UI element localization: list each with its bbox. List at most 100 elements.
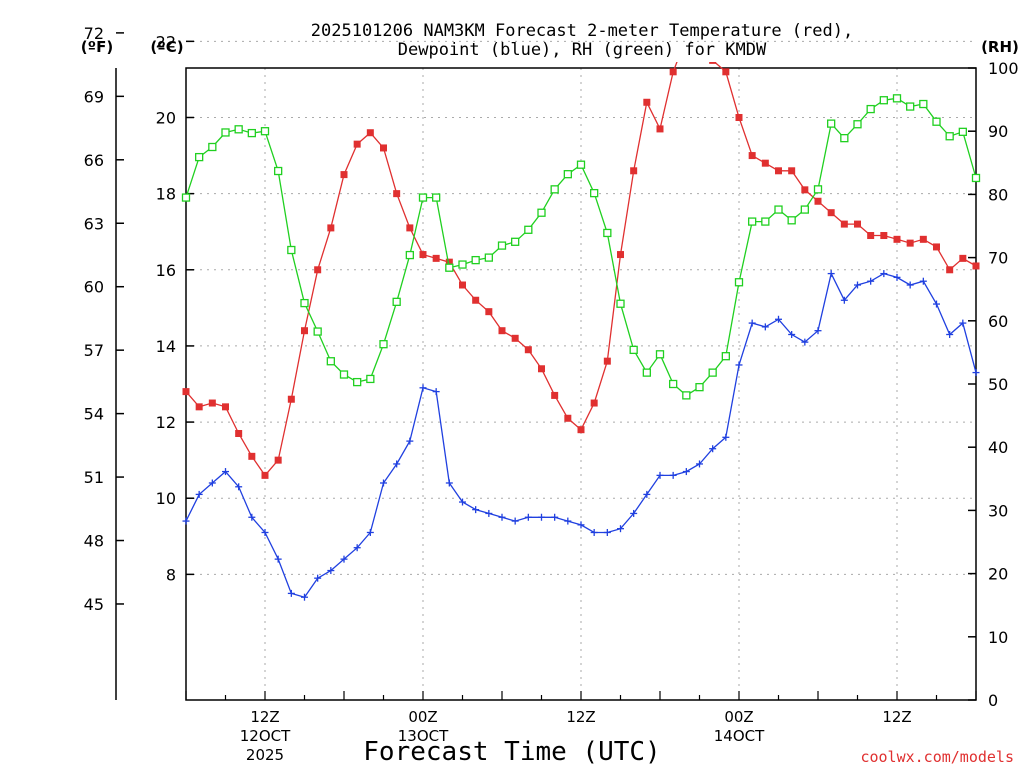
fahrenheit-tick-label: 63	[84, 214, 104, 233]
data-point	[248, 452, 256, 460]
series-layer	[181, 62, 981, 601]
data-point	[893, 235, 901, 243]
data-point	[379, 340, 388, 349]
data-point	[787, 216, 796, 225]
data-point	[498, 327, 506, 335]
data-point	[195, 152, 204, 162]
data-point	[287, 395, 295, 403]
data-point	[761, 159, 769, 167]
data-point	[301, 327, 308, 335]
data-point	[327, 224, 335, 232]
data-point	[959, 254, 967, 262]
data-point	[353, 140, 361, 148]
data-point	[366, 129, 374, 137]
chart-title-line2: Dewpoint (blue), RH (green) for KMDW	[398, 40, 767, 60]
data-point	[235, 429, 243, 437]
data-point	[380, 479, 387, 487]
data-point	[327, 567, 335, 575]
data-point	[432, 254, 440, 262]
data-point	[366, 374, 375, 384]
celsius-tick-label: 18	[156, 185, 176, 204]
data-point	[972, 262, 980, 270]
data-point	[959, 319, 967, 327]
data-point	[630, 509, 638, 517]
data-point	[669, 379, 678, 389]
data-point	[590, 188, 599, 198]
data-point	[748, 319, 756, 327]
series-line	[185, 97, 977, 397]
data-point	[485, 509, 493, 517]
data-point	[339, 370, 349, 379]
data-point	[906, 239, 914, 247]
data-point	[524, 513, 532, 521]
fahrenheit-tick-label: 48	[84, 532, 104, 551]
celsius-tick-label: 20	[156, 108, 176, 127]
data-point	[419, 384, 427, 392]
data-point	[564, 517, 572, 525]
data-point	[340, 171, 348, 179]
data-point	[221, 128, 230, 137]
time-tick-date: 13OCT	[398, 727, 449, 745]
data-point	[551, 391, 559, 399]
data-point	[208, 142, 217, 152]
data-point	[182, 388, 190, 396]
data-point	[655, 350, 665, 359]
grid-lines	[186, 40, 976, 700]
rh-axis: 0 10 20 30 40 50 60 70 80 90 100	[968, 59, 1019, 710]
data-point	[656, 471, 664, 479]
data-point	[866, 104, 875, 114]
data-point	[247, 128, 256, 138]
data-point	[656, 125, 664, 133]
data-point	[748, 152, 756, 160]
data-point	[788, 167, 796, 175]
time-tick-label: 12Z	[566, 708, 595, 726]
data-point	[682, 391, 691, 400]
data-point	[538, 365, 545, 373]
rh-unit-label: (RH)	[981, 38, 1019, 56]
data-point	[669, 68, 677, 76]
data-point	[432, 388, 440, 396]
data-point	[590, 399, 598, 407]
fahrenheit-tick-label: 60	[84, 278, 104, 297]
data-point	[458, 260, 467, 269]
data-point	[748, 217, 757, 226]
data-point	[616, 299, 625, 308]
data-point	[353, 544, 361, 552]
data-point	[630, 167, 638, 175]
data-point	[709, 62, 717, 64]
rh-tick-label: 70	[988, 249, 1008, 268]
rh-tick-label: 10	[988, 628, 1008, 647]
data-point	[576, 160, 586, 169]
rh-tick-label: 100	[988, 59, 1019, 78]
rh-tick-label: 90	[988, 122, 1008, 141]
data-point	[761, 217, 770, 226]
data-point	[261, 471, 269, 479]
data-point	[208, 479, 216, 487]
rh-tick-label: 60	[988, 312, 1008, 331]
celsius-tick-label: 8	[166, 565, 176, 584]
data-point	[392, 297, 401, 306]
data-point	[827, 270, 835, 278]
data-point	[498, 513, 506, 521]
data-point	[406, 224, 414, 232]
data-point	[800, 205, 809, 214]
data-point	[445, 263, 454, 272]
data-point	[222, 468, 229, 476]
chart-title-line1: 2025101206 NAM3KM Forecast 2-meter Tempe…	[311, 21, 853, 41]
data-point	[326, 357, 335, 366]
data-point	[472, 296, 480, 304]
celsius-axis: 8 10 12 14 16 18 20 22	[156, 32, 194, 584]
celsius-tick-label: 10	[156, 489, 176, 508]
data-point	[946, 266, 954, 274]
data-point	[761, 323, 769, 331]
rh-tick-label: 30	[988, 501, 1008, 520]
data-point	[182, 517, 190, 525]
data-point	[801, 186, 809, 194]
data-point	[564, 414, 572, 422]
data-point	[643, 490, 651, 498]
data-point	[550, 185, 559, 194]
fahrenheit-tick-label: 54	[84, 405, 104, 424]
data-point	[840, 134, 849, 143]
time-tick-label: 12Z	[250, 708, 279, 726]
